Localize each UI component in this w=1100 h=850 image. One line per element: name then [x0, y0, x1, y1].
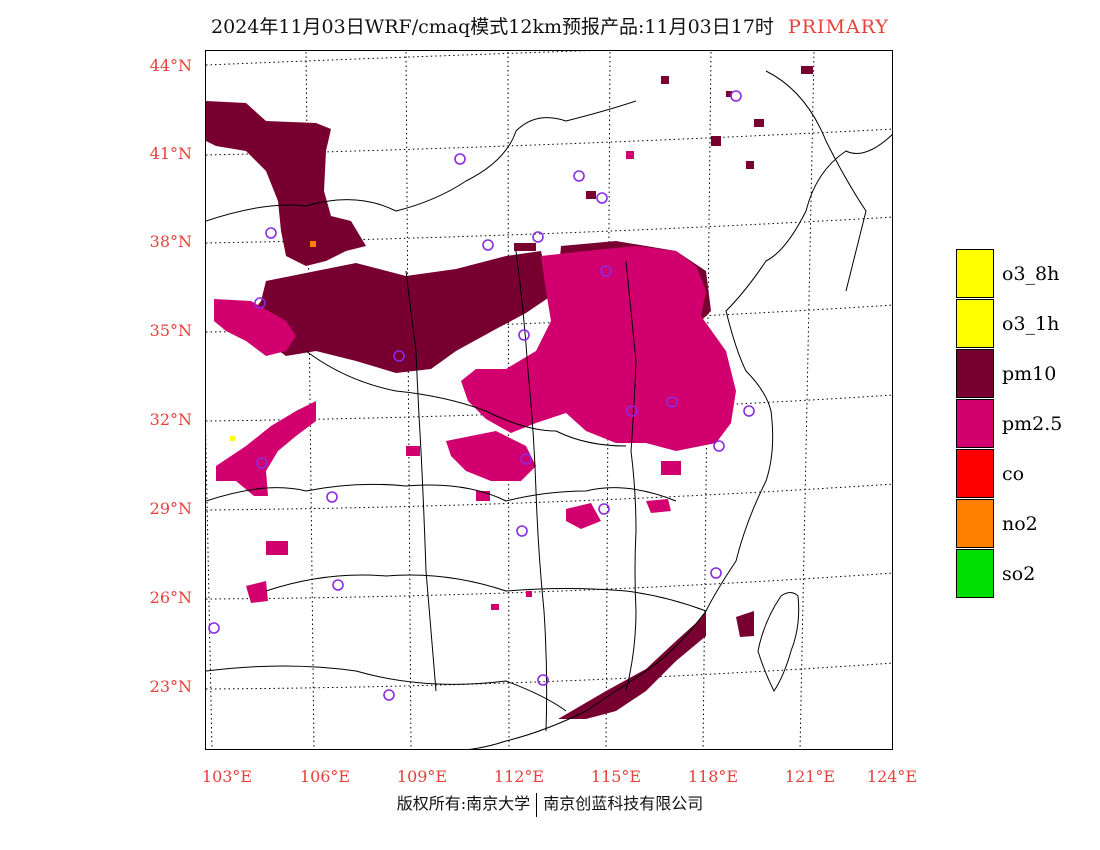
boundaries: [206, 70, 892, 749]
parallel-41: [206, 128, 892, 156]
station-marker: [730, 90, 742, 102]
lat-label-35: 35°N: [149, 321, 192, 340]
station-marker: [713, 440, 725, 452]
lat-label-38: 38°N: [149, 232, 192, 251]
primary-tag: PRIMARY: [787, 16, 889, 38]
station-marker: [383, 689, 395, 701]
station-marker: [710, 567, 722, 579]
station-marker: [598, 503, 610, 515]
meridian-103: [206, 425, 213, 749]
station-marker: [743, 405, 755, 417]
legend-swatch: [956, 349, 994, 398]
lat-label-29: 29°N: [149, 499, 192, 518]
station-marker: [265, 227, 277, 239]
lon-label-112: 112°E: [493, 767, 545, 786]
legend-label: co: [1002, 463, 1025, 485]
lon-label-121: 121°E: [784, 767, 836, 786]
parallel-26: [206, 572, 892, 600]
lat-label-32: 32°N: [149, 410, 192, 429]
title-text: 2024年11月03日WRF/cmaq模式12km预报产品:11月03日17时: [211, 16, 774, 38]
lon-label-106: 106°E: [299, 767, 351, 786]
station-markers: [208, 90, 755, 701]
legend-swatch: [956, 499, 994, 548]
map-canvas: [206, 51, 892, 749]
pm10-plume-northwest: [206, 101, 366, 266]
pm10-band-central: [246, 251, 551, 373]
lat-label-23: 23°N: [149, 677, 192, 696]
lat-label-41: 41°N: [149, 144, 192, 163]
station-marker: [520, 453, 532, 465]
station-marker: [482, 239, 494, 251]
legend-swatch: [956, 249, 994, 298]
station-marker: [626, 405, 638, 417]
parallel-38: [206, 216, 892, 244]
taiwan-outline: [757, 592, 800, 692]
map-title: 2024年11月03日WRF/cmaq模式12km预报产品:11月03日17时 P…: [0, 12, 1100, 39]
pm25-hunan-patch: [446, 431, 536, 481]
station-marker: [332, 579, 344, 591]
pm25-sichuan-basin: [216, 401, 316, 496]
station-marker: [573, 170, 585, 182]
station-marker: [208, 622, 220, 634]
pollutant-map[interactable]: [205, 50, 893, 750]
footer-left: 版权所有:南京大学: [396, 794, 531, 813]
station-marker: [326, 491, 338, 503]
province-line-6: [515, 250, 548, 732]
parallel-44: [206, 51, 592, 66]
footer-right: 南京创蓝科技有限公司: [543, 794, 704, 813]
province-line-7: [625, 260, 637, 692]
meridian-121: [799, 51, 815, 749]
northeast-border: [765, 70, 867, 292]
meridian-109: [405, 51, 412, 749]
pm10-coast-south: [558, 611, 706, 719]
parallel-29: [206, 483, 892, 511]
legend-label: pm10: [1002, 363, 1057, 385]
lat-label-44: 44°N: [149, 56, 192, 75]
pm25-west-strip: [214, 299, 296, 356]
lon-label-124: 124°E: [866, 767, 918, 786]
station-marker: [256, 457, 268, 469]
station-marker: [532, 231, 544, 243]
pm25-east-patch: [646, 499, 671, 513]
station-marker: [666, 396, 678, 408]
legend-label: o3_8h: [1002, 263, 1060, 285]
station-marker: [518, 329, 530, 341]
province-line-4: [265, 574, 707, 612]
pm25-sw-patch: [246, 581, 268, 603]
legend-label: so2: [1002, 563, 1036, 585]
parallel-35: [206, 304, 892, 333]
legend-swatch: [956, 449, 994, 498]
pm25-jiangxi-patch: [566, 503, 601, 529]
no2-dot: [310, 241, 316, 247]
province-line-5: [405, 270, 437, 692]
lon-label-109: 109°E: [396, 767, 448, 786]
o3-dot: [230, 436, 235, 441]
coastline: [469, 134, 892, 749]
copyright-footer: 版权所有:南京大学 南京创蓝科技有限公司: [0, 790, 1100, 817]
legend-label: pm2.5: [1002, 413, 1063, 435]
station-marker: [393, 350, 405, 362]
legend-swatch: [956, 549, 994, 598]
station-marker: [516, 525, 528, 537]
footer-separator: [536, 792, 538, 817]
lat-label-26: 26°N: [149, 588, 192, 607]
province-line-2: [305, 350, 627, 447]
province-line-1: [206, 100, 637, 222]
pm10-taiwan-patch: [736, 611, 754, 637]
lon-label-115: 115°E: [590, 767, 642, 786]
station-marker: [537, 674, 549, 686]
legend-label: no2: [1002, 513, 1038, 535]
province-line-3: [206, 483, 677, 502]
lon-label-118: 118°E: [687, 767, 739, 786]
legend-swatch: [956, 299, 994, 348]
province-line-8: [206, 665, 567, 712]
station-marker: [600, 265, 612, 277]
station-marker: [454, 153, 466, 165]
legend-swatch: [956, 399, 994, 448]
station-marker: [254, 297, 266, 309]
station-marker: [596, 192, 608, 204]
lon-label-103: 103°E: [201, 767, 253, 786]
legend-label: o3_1h: [1002, 313, 1060, 335]
